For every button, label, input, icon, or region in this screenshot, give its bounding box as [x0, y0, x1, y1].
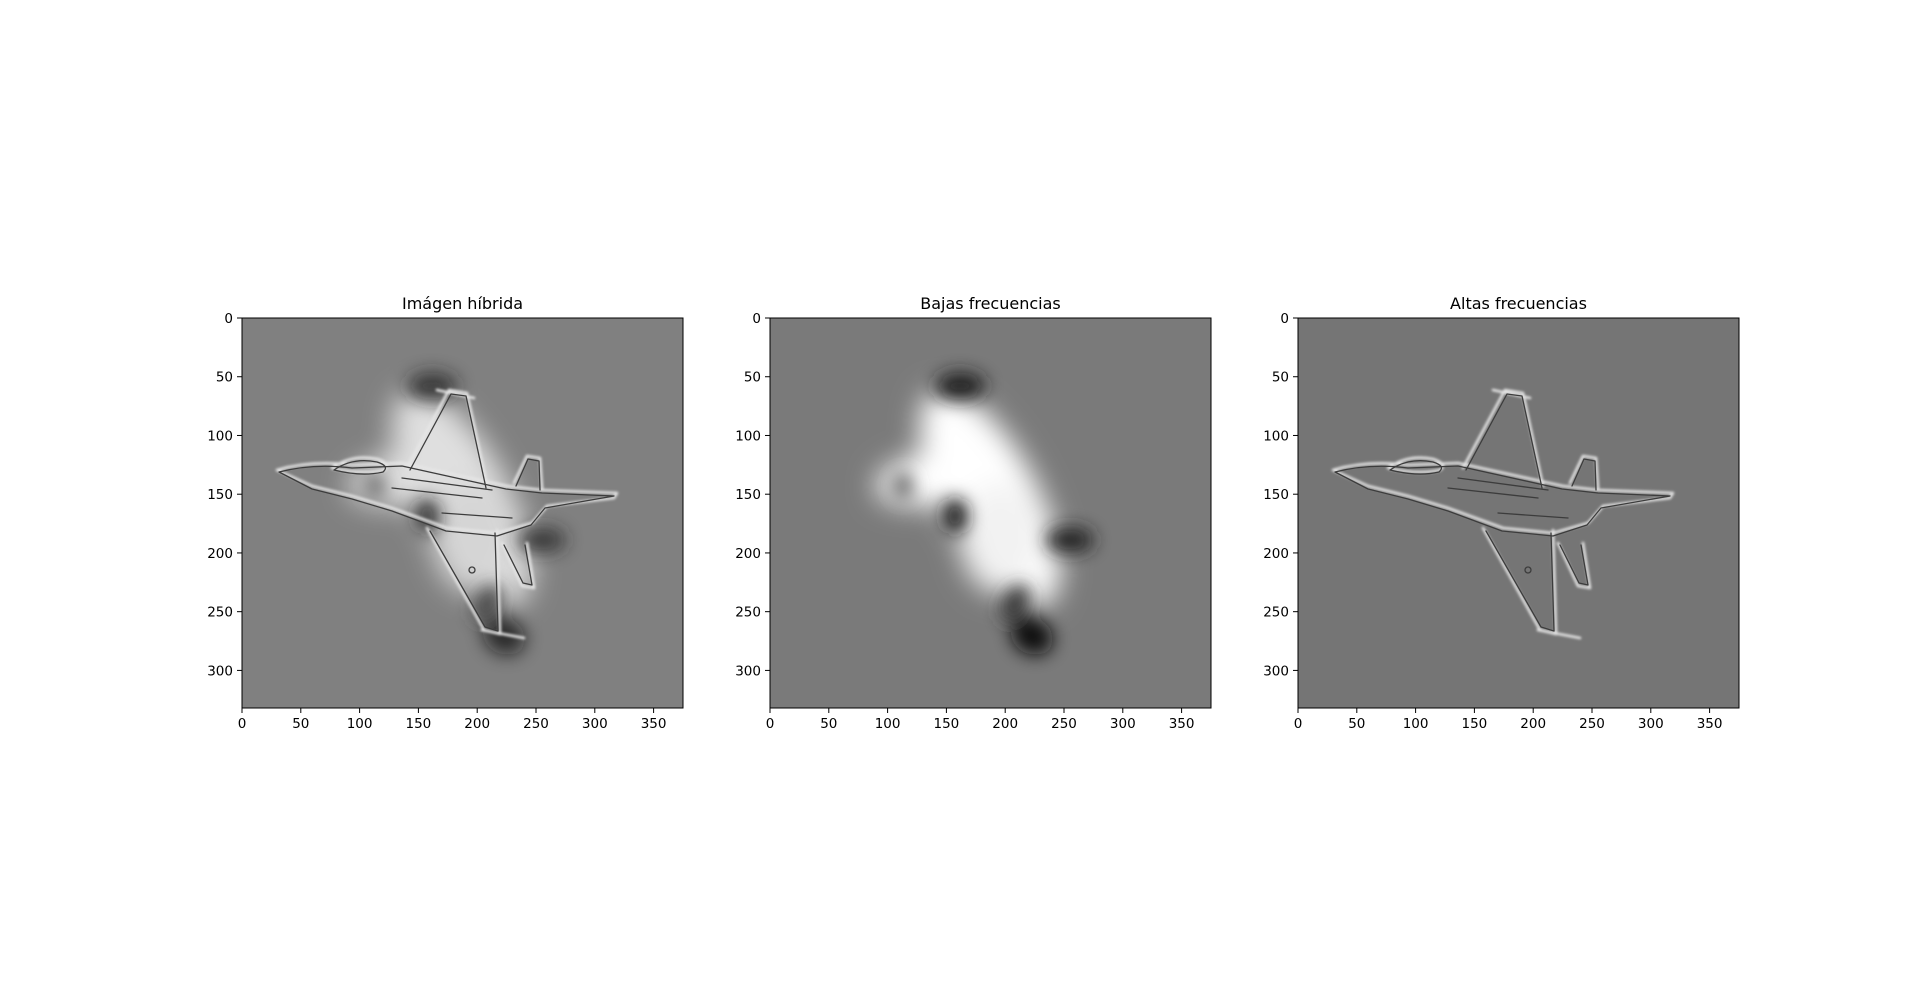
y-tick-label: 200 [1263, 546, 1289, 562]
y-tick-label: 200 [207, 546, 233, 562]
y-tick-label: 150 [1263, 487, 1289, 503]
axes-frame [1297, 317, 1740, 709]
panel-hybrid: 0 50 100 150 200 250 300 350050100150200250300 … [207, 294, 684, 732]
y-tick-label: 100 [1263, 428, 1289, 444]
panel-title: Bajas frecuencias [920, 294, 1060, 313]
axis-ticks: 0 50 100 150 200 250 300 350 0 50 100 150 200 250 300 [735, 311, 1194, 732]
y-tick-label: 0 [1280, 311, 1289, 327]
y-tick-label: 100 [207, 428, 233, 444]
y-tick-label: 300 [1263, 663, 1289, 679]
y-tick-label: 300 [207, 663, 233, 679]
x-tick-label: 150 [1462, 716, 1488, 732]
x-tick-label: 300 [1110, 716, 1136, 732]
x-tick-label: 300 [1638, 716, 1664, 732]
panel-title: Altas frecuencias [1450, 294, 1587, 313]
panel-high-frequencies: 0 50 100 150 200 250 300 350050100150200250300 … [1263, 294, 1740, 732]
x-tick-label: 0 [1294, 716, 1303, 732]
x-tick-label: 100 [1403, 716, 1429, 732]
x-tick-label: 50 [1348, 716, 1365, 732]
x-tick-label: 250 [523, 716, 549, 732]
x-tick-label: 100 [347, 716, 373, 732]
x-tick-label: 0 [766, 716, 775, 732]
x-tick-label: 300 [582, 716, 608, 732]
y-tick-label: 250 [1263, 605, 1289, 621]
y-tick-label: 250 [735, 605, 761, 621]
x-tick-label: 200 [1520, 716, 1546, 732]
x-tick-label: 50 [820, 716, 837, 732]
y-tick-label: 0 [752, 311, 761, 327]
axes-frame [769, 317, 1212, 709]
axis-ticks: 0 50 100 150 200 250 300 350 0 50 100 150 200 250 300 [1263, 311, 1722, 732]
axis-ticks: 0 50 100 150 200 250 300 350 0 50 100 150 200 250 300 [207, 311, 666, 732]
y-tick-label: 100 [735, 428, 761, 444]
x-tick-label: 150 [406, 716, 432, 732]
y-tick-label: 50 [744, 370, 761, 386]
y-tick-label: 0 [224, 311, 233, 327]
y-tick-label: 50 [216, 370, 233, 386]
x-tick-label: 250 [1579, 716, 1605, 732]
image-high-frequencies [1298, 318, 1739, 708]
x-tick-label: 150 [934, 716, 960, 732]
y-tick-label: 150 [735, 487, 761, 503]
x-tick-label: 350 [641, 716, 667, 732]
y-tick-label: 150 [207, 487, 233, 503]
x-tick-label: 350 [1697, 716, 1723, 732]
x-tick-label: 200 [464, 716, 490, 732]
axes-frame [241, 317, 684, 709]
x-tick-label: 350 [1169, 716, 1195, 732]
panel-title: Imágen híbrida [402, 294, 523, 313]
y-tick-label: 200 [735, 546, 761, 562]
x-tick-label: 50 [292, 716, 309, 732]
x-tick-label: 100 [875, 716, 901, 732]
x-tick-label: 250 [1051, 716, 1077, 732]
y-tick-label: 250 [207, 605, 233, 621]
x-tick-label: 0 [238, 716, 247, 732]
y-tick-label: 300 [735, 663, 761, 679]
x-tick-label: 200 [992, 716, 1018, 732]
panel-low-frequencies: 0 50 100 150 200 250 300 350050100150200250300 … [735, 294, 1212, 732]
y-tick-label: 50 [1272, 370, 1289, 386]
